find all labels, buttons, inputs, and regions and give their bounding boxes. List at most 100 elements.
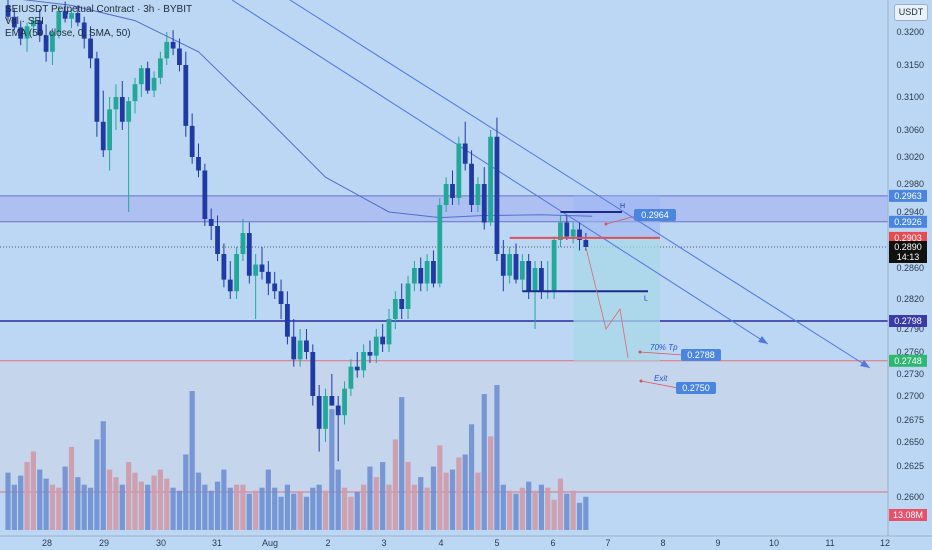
candle-body xyxy=(481,184,487,223)
volume-bar xyxy=(259,487,265,530)
candle-body xyxy=(297,340,303,360)
upper-trendline xyxy=(289,0,871,369)
volume-bar xyxy=(284,484,290,530)
candle-body xyxy=(94,58,100,122)
candle-body xyxy=(259,264,265,272)
candle-body xyxy=(107,109,112,151)
price-tick-label: 0.3020 xyxy=(896,152,924,162)
legend-title[interactable]: SEIUSDT Perpetual Contract · 3h · BYBIT xyxy=(5,4,193,15)
candle-body xyxy=(202,170,208,219)
price-tag: 0.2963 xyxy=(894,191,922,201)
candle-body xyxy=(424,261,430,284)
candles[interactable] xyxy=(5,0,589,462)
trendline-arrowhead xyxy=(758,336,768,344)
volume-bar xyxy=(545,487,551,530)
candle-body xyxy=(158,58,163,78)
candle-body xyxy=(507,254,513,276)
candle-body xyxy=(227,279,233,292)
time-tick-label: 3 xyxy=(381,538,386,548)
candle-body xyxy=(431,261,436,284)
volume-bar xyxy=(62,466,68,530)
countdown-tag: 14:13 xyxy=(897,252,920,262)
volume-bar xyxy=(189,391,195,530)
volume-bar xyxy=(488,436,494,530)
candle-body xyxy=(304,340,309,352)
time-tick-label: 12 xyxy=(880,538,890,548)
price-tick-label: 0.2820 xyxy=(896,294,924,304)
candle-body xyxy=(145,68,151,91)
volume-bar xyxy=(119,484,125,530)
price-tag: 0.2903 xyxy=(894,233,922,243)
lower-trendline xyxy=(231,0,769,345)
volume-bar xyxy=(265,469,271,530)
candle-body xyxy=(100,121,106,151)
entry-connector xyxy=(605,215,637,225)
volume-bar xyxy=(291,493,297,530)
candle-body xyxy=(329,396,335,406)
volume-bar xyxy=(310,487,316,530)
tp-note: 70% Tp xyxy=(650,343,678,352)
volume-bar xyxy=(456,457,462,530)
candle-body xyxy=(215,226,220,254)
candle-body xyxy=(43,35,49,52)
volume-bar xyxy=(532,490,538,530)
volume-bar xyxy=(24,462,30,530)
candle-body xyxy=(500,254,506,276)
legend-volume[interactable]: Vol · SEI xyxy=(5,16,44,27)
candle-body xyxy=(354,366,360,371)
candle-body xyxy=(31,20,36,27)
price-tick-label: 0.3150 xyxy=(896,60,924,70)
price-axis[interactable]: 0.32500.32000.31500.31000.30600.30200.29… xyxy=(887,0,932,536)
volume-bar xyxy=(126,462,132,530)
candle-body xyxy=(469,163,474,205)
time-tick-label: 5 xyxy=(494,538,499,548)
candle-body xyxy=(234,254,239,292)
volume-tag: 13.08M xyxy=(893,510,923,520)
current-price-tag-bg xyxy=(889,241,927,263)
candle-body xyxy=(5,5,11,17)
price-tag: 0.2926 xyxy=(894,217,922,227)
volume-bar xyxy=(303,496,310,530)
volume-bar xyxy=(214,481,221,530)
volume-bar xyxy=(164,478,170,530)
candle-body xyxy=(265,271,271,284)
candle-body xyxy=(564,222,570,237)
volume-bar xyxy=(424,487,430,530)
volume-bar xyxy=(100,421,106,530)
time-tick-label: 4 xyxy=(438,538,443,548)
volume-bar xyxy=(11,484,17,530)
time-tick-label: 11 xyxy=(825,538,834,548)
projected-path xyxy=(585,246,629,358)
volume-bar xyxy=(468,424,475,530)
time-tick-label: Aug xyxy=(262,538,278,548)
candle-body xyxy=(291,336,297,360)
volume-bar xyxy=(221,469,227,530)
candle-body xyxy=(348,366,354,389)
price-tick-label: 0.2700 xyxy=(896,391,924,401)
price-tick-label: 0.3060 xyxy=(896,125,924,135)
candle-body xyxy=(272,283,278,292)
candle-body xyxy=(62,11,68,19)
volume-bar xyxy=(392,439,398,530)
candle-body xyxy=(246,233,252,276)
volume-bar xyxy=(5,472,11,530)
legend-ema[interactable]: EMA (50, close, 0, SMA, 50) xyxy=(5,28,131,39)
volume-bar xyxy=(316,484,322,530)
exit-note: Exit xyxy=(654,374,668,383)
time-axis[interactable]: 28 29 30 31 Aug 2 3 4 5 6 7 8 9 10 11 12 xyxy=(0,535,932,550)
price-tag-bg xyxy=(889,189,927,202)
currency-button[interactable]: USDT xyxy=(894,4,928,21)
candle-body xyxy=(88,38,93,59)
volume-bar xyxy=(373,477,379,530)
candle-body xyxy=(405,283,411,309)
volume-bar xyxy=(170,487,176,530)
entry-dot xyxy=(604,222,608,226)
volume-bar xyxy=(519,487,525,530)
exit-connector xyxy=(640,380,679,389)
volume-bar xyxy=(380,462,386,530)
candle-body xyxy=(539,268,544,292)
volume-bar xyxy=(113,477,119,530)
price-tick-label: 0.2730 xyxy=(896,369,924,379)
